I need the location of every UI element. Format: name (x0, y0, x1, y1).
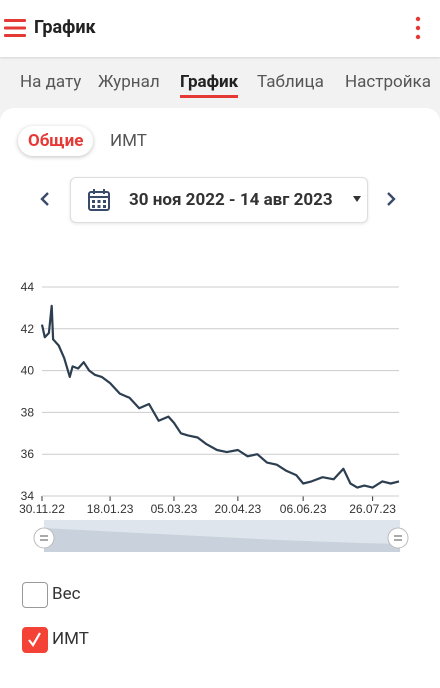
calendar-icon (88, 189, 110, 211)
checkbox[interactable] (22, 582, 48, 608)
x-tick-label: 06.06.23 (280, 502, 327, 516)
date-picker[interactable]: 30 ноя 2022 - 14 авг 2023 (70, 177, 368, 223)
x-tick-label: 18.01.23 (87, 502, 134, 516)
navigator-preview (44, 528, 400, 552)
tab[interactable]: Таблица (257, 72, 324, 92)
y-tick-label: 38 (21, 405, 35, 419)
x-tick-label: 20.04.23 (215, 502, 262, 516)
tab[interactable]: Настройка (345, 72, 431, 92)
more-icon[interactable] (414, 16, 422, 40)
y-tick-label: 36 (21, 447, 35, 461)
checkbox-label: Вес (52, 584, 81, 604)
app-title: График (34, 17, 96, 38)
navigator-handle-right[interactable] (387, 527, 409, 549)
data-line (40, 304, 400, 489)
x-tick-label: 30.11.22 (19, 502, 65, 516)
tab-bar: На дату Журнал График Таблица Настройка (0, 66, 440, 102)
date-range: 30 ноя 2022 - 14 авг 2023 (129, 190, 333, 210)
subtab[interactable]: ИМТ (110, 131, 147, 151)
x-tick-label: 26.07.23 (349, 502, 396, 516)
y-tick-label: 44 (21, 280, 35, 294)
app-bar: График (0, 0, 440, 57)
subtab[interactable]: Общие (18, 126, 94, 156)
y-tick-label: 34 (21, 489, 35, 503)
y-tick-label: 42 (21, 322, 35, 336)
tab[interactable]: На дату (20, 72, 82, 92)
check-mark (28, 632, 41, 647)
navigator-handle-left[interactable] (33, 527, 55, 549)
dropdown-arrow (353, 196, 361, 202)
tab[interactable]: Журнал (98, 72, 160, 92)
x-tick-label: 05.03.23 (151, 502, 198, 516)
y-tick-label: 40 (21, 364, 35, 378)
chart: 26.07.23 06.06.23 20.04.23 05.03.23 18.01.23… (19, 280, 409, 552)
next-button[interactable] (384, 190, 398, 208)
checkbox-label: ИМТ (52, 629, 89, 649)
menu-icon[interactable] (4, 18, 26, 38)
prev-button[interactable] (38, 190, 52, 208)
tab[interactable]: График (180, 72, 239, 98)
checkbox[interactable] (22, 627, 48, 653)
